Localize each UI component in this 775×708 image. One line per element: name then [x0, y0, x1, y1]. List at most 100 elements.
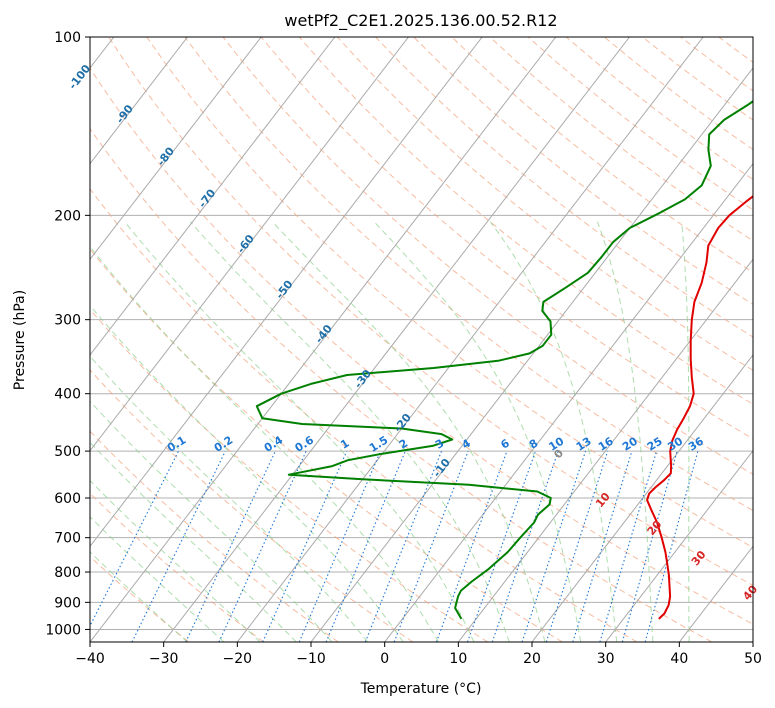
x-tick-label: 50 — [744, 651, 762, 667]
mixing-ratio-line — [393, 450, 469, 642]
moist-adiabat — [90, 479, 261, 642]
mixing-ratio-line — [545, 450, 609, 642]
dry-adiabat — [718, 37, 753, 63]
moist-adiabat — [90, 441, 297, 642]
x-tick-label: 10 — [449, 651, 467, 667]
dry-adiabat-label: 40 — [740, 583, 760, 603]
x-tick-label: −40 — [75, 651, 105, 667]
isotherm — [90, 37, 336, 356]
mixing-ratio-line — [185, 450, 276, 642]
dry-adiabat — [375, 37, 753, 338]
isotherm-label: -20 — [391, 411, 414, 435]
y-tick-label: 100 — [54, 30, 81, 46]
moist-adiabat — [190, 221, 510, 642]
moist-adiabat — [681, 221, 690, 642]
isotherm — [163, 37, 630, 642]
x-tick-label: −20 — [223, 651, 253, 667]
dry-adiabat — [337, 37, 753, 371]
isotherm — [90, 37, 188, 165]
x-axis-label: Temperature (°C) — [360, 681, 482, 697]
mixing-ratio-line — [644, 450, 699, 642]
dewpoint-profile — [255, 100, 753, 620]
moist-adiabat — [489, 221, 618, 642]
mixing-ratio-line — [621, 450, 678, 642]
dry-adiabat — [108, 37, 753, 586]
dry-adiabat — [90, 430, 339, 642]
mixing-ratio-line — [491, 450, 559, 642]
isotherm-label: -80 — [155, 144, 178, 168]
dry-adiabat — [90, 555, 190, 642]
isotherm — [310, 67, 753, 642]
mixing-ratio-line — [572, 450, 633, 642]
y-tick-label: 900 — [54, 595, 81, 611]
dry-adiabat — [757, 37, 775, 642]
mixing-ratio-line — [521, 450, 587, 642]
dry-adiabat — [90, 308, 488, 642]
dry-adiabat — [642, 37, 753, 121]
isotherm-label: -50 — [273, 278, 296, 302]
dry-adiabat — [527, 37, 753, 211]
mixing-ratio-line — [218, 450, 307, 642]
moist-adiabat — [90, 516, 225, 642]
y-tick-label: 200 — [54, 208, 81, 224]
plot-frame — [89, 36, 754, 643]
dry-adiabat — [146, 37, 753, 549]
isotherm — [457, 258, 753, 642]
dry-adiabat — [298, 37, 753, 405]
mixing-ratio-line — [599, 450, 658, 642]
dry-adiabat — [565, 37, 753, 181]
x-tick-label: 0 — [380, 651, 389, 667]
temperature-profile — [646, 195, 753, 620]
dry-adiabat — [90, 188, 638, 642]
isotherm — [678, 545, 753, 642]
y-axis: 100 200 300 400 500 600 700 800 900 1000 — [45, 30, 90, 638]
y-axis-label: Pressure (hPa) — [12, 290, 28, 390]
dry-adiabat — [413, 37, 753, 305]
moist-adiabat — [90, 304, 404, 642]
mixing-ratio-line — [298, 450, 382, 642]
mixing-ratio-line — [466, 450, 537, 642]
isotherm — [90, 37, 409, 452]
isotherm-label: -10 — [430, 456, 453, 480]
isotherm — [752, 641, 753, 642]
y-tick-label: 600 — [54, 491, 81, 507]
isotherm-label: -70 — [196, 186, 219, 210]
isotherm — [236, 37, 704, 642]
isotherm-label: -90 — [114, 102, 137, 126]
mixing-ratio-line — [325, 450, 406, 642]
chart-title: wetPf2_C2E1.2025.136.00.52.R12 — [284, 11, 557, 31]
mixing-ratio-label: 0.2 — [212, 433, 235, 454]
moist-adiabat — [90, 551, 188, 642]
dry-adiabat — [90, 127, 712, 642]
dry-adiabat — [90, 248, 563, 642]
x-tick-label: −10 — [296, 651, 326, 667]
dry-adiabat — [680, 37, 753, 92]
y-tick-label: 700 — [54, 531, 81, 547]
x-tick-label: 30 — [597, 651, 615, 667]
y-tick-label: 400 — [54, 387, 81, 403]
dry-adiabat — [184, 37, 753, 512]
isotherm — [90, 37, 262, 261]
isotherm — [90, 37, 557, 642]
y-tick-label: 800 — [54, 565, 81, 581]
mixing-ratio-line — [435, 450, 508, 642]
dry-adiabat — [489, 37, 753, 242]
isotherm — [605, 449, 753, 642]
y-tick-label: 300 — [54, 313, 81, 329]
moist-adiabat — [271, 221, 546, 642]
moist-adiabat — [90, 245, 439, 642]
isotherm-label: -30 — [352, 367, 375, 391]
moist-adiabat — [373, 221, 582, 642]
isotherm — [90, 37, 483, 548]
x-axis: −40 −30 −20 −10 0 10 20 30 40 50 — [75, 642, 762, 667]
moist-adiabat — [90, 400, 333, 642]
dry-adiabat — [90, 369, 414, 642]
isotherm — [531, 354, 753, 642]
y-tick-label: 500 — [54, 444, 81, 460]
moist-adiabat — [596, 221, 654, 642]
mixing-ratio-line — [262, 450, 348, 642]
x-tick-label: 40 — [670, 651, 688, 667]
isotherm-label: -100 — [66, 62, 93, 92]
x-tick-label: −30 — [149, 651, 179, 667]
